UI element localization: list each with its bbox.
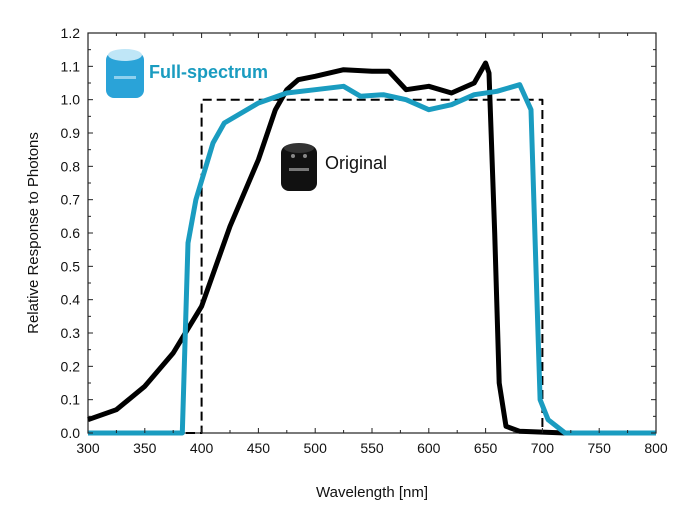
y-axis-label: Relative Response to Photons xyxy=(25,132,42,334)
x-tick-label: 550 xyxy=(360,440,384,456)
y-tick-label: 0.4 xyxy=(61,292,81,308)
x-tick-label: 800 xyxy=(644,440,668,456)
x-tick-label: 750 xyxy=(588,440,612,456)
y-tick-label: 1.1 xyxy=(61,58,81,74)
x-tick-label: 700 xyxy=(531,440,555,456)
series-line-original xyxy=(87,60,566,436)
y-tick-label: 0.3 xyxy=(61,325,81,341)
original-sensor-icon xyxy=(281,143,317,191)
annotation-original: Original xyxy=(325,153,387,173)
y-tick-label: 0.0 xyxy=(61,425,81,441)
x-tick-label: 350 xyxy=(133,440,157,456)
y-tick-label: 0.8 xyxy=(61,158,81,174)
y-tick-label: 0.9 xyxy=(61,125,81,141)
y-tick-label: 0.7 xyxy=(61,192,81,208)
x-axis-label: Wavelength [nm] xyxy=(316,484,428,501)
y-tick-label: 0.6 xyxy=(61,225,81,241)
full-spectrum-sensor-icon xyxy=(106,49,144,98)
x-tick-label: 300 xyxy=(76,440,100,456)
y-tick-label: 1.2 xyxy=(61,25,81,41)
x-tick-label: 500 xyxy=(304,440,328,456)
x-tick-label: 600 xyxy=(417,440,441,456)
x-tick-label: 400 xyxy=(190,440,214,456)
series-line-full-spectrum xyxy=(88,82,656,436)
y-tick-label: 0.2 xyxy=(61,358,81,374)
y-tick-label: 0.1 xyxy=(61,392,81,408)
y-tick-label: 1.0 xyxy=(61,92,81,108)
series-line-ideal-dashed xyxy=(88,98,656,434)
x-tick-label: 450 xyxy=(247,440,271,456)
annotation-full-spectrum: Full-spectrum xyxy=(149,62,268,82)
x-tick-label: 650 xyxy=(474,440,498,456)
y-tick-label: 0.5 xyxy=(61,258,81,274)
